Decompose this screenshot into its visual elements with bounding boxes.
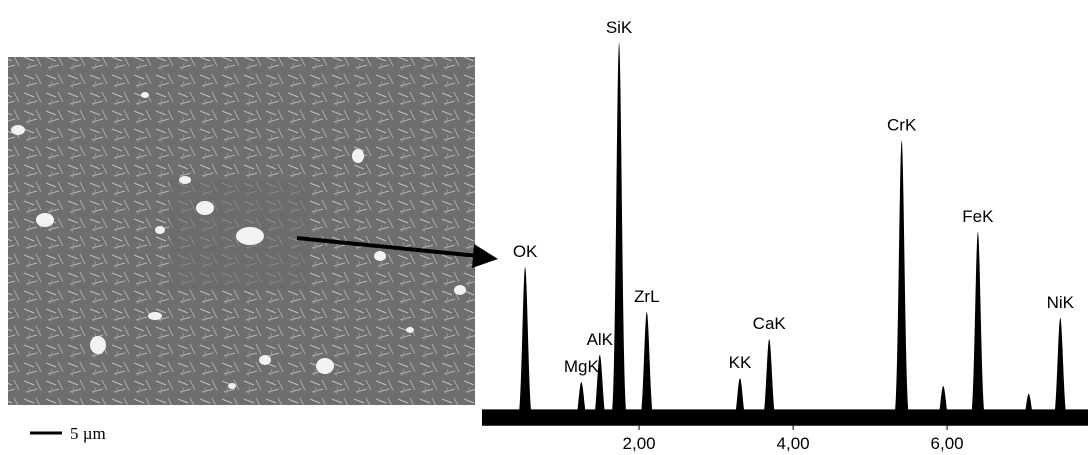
x-tick-label: 6,00 xyxy=(931,434,964,453)
x-tick-label: 4,00 xyxy=(777,434,810,453)
peak xyxy=(517,267,534,425)
peak xyxy=(638,311,655,425)
spectrum-plot: OK MgK AlK SiK ZrL KK CaK CrK FeK NiK 2,00 4,00 6,00 xyxy=(482,18,1088,453)
peak-label: MgK xyxy=(564,357,600,376)
peak-label: ZrL xyxy=(634,287,660,306)
peak xyxy=(1052,317,1069,425)
peak xyxy=(893,140,910,426)
sem-image xyxy=(8,57,475,405)
peak xyxy=(731,378,749,425)
x-tick-label: 2,00 xyxy=(623,434,656,453)
peak xyxy=(935,386,952,425)
peak xyxy=(1020,393,1037,425)
peak xyxy=(573,382,590,425)
peak xyxy=(591,354,608,425)
peak-label: FeK xyxy=(962,207,994,226)
peak-label: CrK xyxy=(887,115,917,134)
peak-label: SiK xyxy=(606,18,633,37)
background-counts xyxy=(482,409,1088,425)
peak-label: KK xyxy=(729,353,752,372)
peak xyxy=(610,42,628,426)
peak-label: OK xyxy=(513,242,538,261)
peak-label: NiK xyxy=(1047,293,1075,312)
pointer-arrow xyxy=(296,236,498,268)
peak-label: AlK xyxy=(587,330,614,349)
peak xyxy=(761,339,778,425)
peak-label: CaK xyxy=(753,314,787,333)
peak xyxy=(969,231,986,425)
scale-bar-label: 5 µm xyxy=(70,424,106,443)
